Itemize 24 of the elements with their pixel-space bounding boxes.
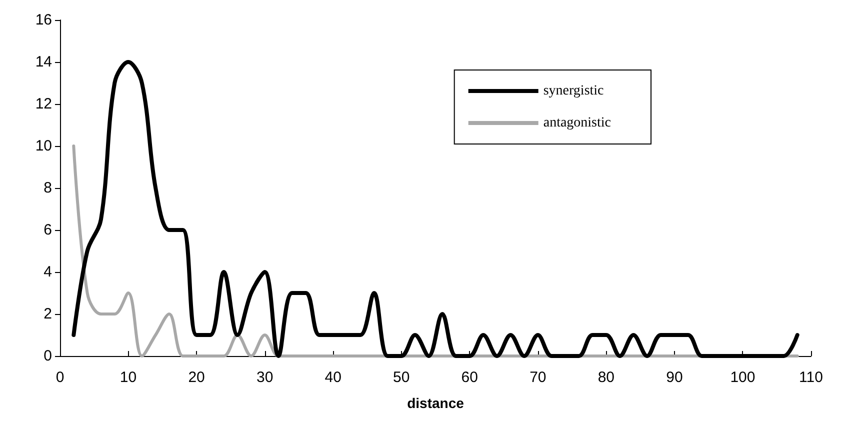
x-tick-label: 100 <box>730 369 756 386</box>
x-tick-label: 80 <box>598 369 615 386</box>
y-tick-label: 10 <box>35 138 52 154</box>
legend-label: synergistic <box>543 84 604 98</box>
x-tick-label: 0 <box>56 369 64 386</box>
x-tick-label: 20 <box>188 369 205 386</box>
x-tick-label: 30 <box>256 369 274 386</box>
y-tick-label: 14 <box>35 54 52 70</box>
y-tick-label: 16 <box>35 12 52 28</box>
x-tick-label: 70 <box>530 369 546 386</box>
y-tick-label: 6 <box>44 222 52 238</box>
x-tick-label: 110 <box>799 369 823 386</box>
legend-label: antagonistic <box>543 116 612 130</box>
x-tick-label: 90 <box>666 369 683 386</box>
x-tick-label: 60 <box>461 369 478 386</box>
x-tick-label: 50 <box>393 369 410 386</box>
y-tick-label: 8 <box>44 180 52 196</box>
y-tick-label: 2 <box>44 306 52 322</box>
x-tick-label: 10 <box>120 369 137 386</box>
x-axis-title: distance <box>407 395 464 411</box>
y-tick-label: 0 <box>44 348 52 364</box>
y-tick-label: 4 <box>44 264 52 280</box>
x-tick-label: 40 <box>324 369 342 386</box>
y-tick-label: 12 <box>35 96 52 112</box>
